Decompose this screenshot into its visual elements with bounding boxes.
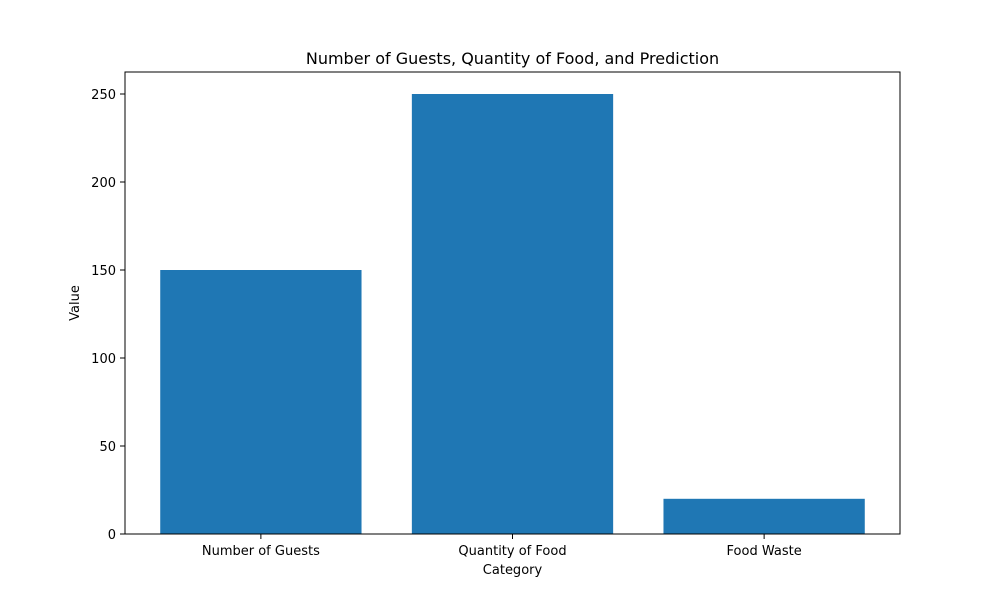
x-axis-label: Category [483, 563, 543, 578]
bar-food-waste [663, 498, 865, 534]
bars-group [160, 94, 865, 534]
y-tick-label: 150 [91, 264, 116, 279]
x-tick-label: Quantity of Food [458, 544, 566, 559]
bar-quantity-of-food [411, 94, 614, 534]
y-tick-label: 0 [108, 528, 116, 543]
y-axis-label: Value [68, 285, 83, 321]
x-axis: Number of Guests Quantity of Food Food Was… [202, 534, 802, 559]
chart-title: Number of Guests, Quantity of Food, and … [306, 49, 719, 68]
y-axis: 0 50 100 150 200 250 [91, 88, 125, 543]
y-tick-label: 100 [91, 352, 116, 367]
y-tick-label: 50 [99, 440, 116, 455]
x-tick-label: Food Waste [727, 544, 802, 559]
y-tick-label: 250 [91, 88, 116, 103]
x-tick-label: Number of Guests [202, 544, 320, 559]
y-tick-label: 200 [91, 176, 116, 191]
bar-number-of-guests [160, 270, 362, 534]
